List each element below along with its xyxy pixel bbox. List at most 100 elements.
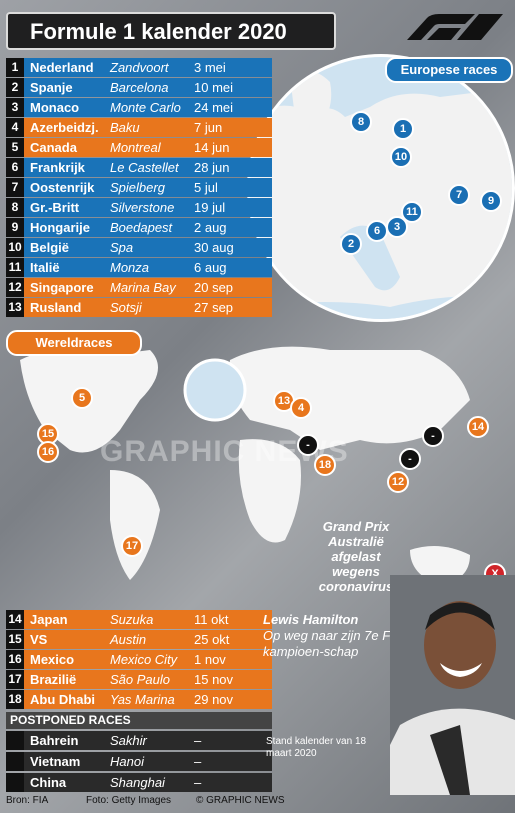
- race-pin-10[interactable]: 10: [390, 146, 412, 168]
- race-pin-9[interactable]: 9: [480, 190, 502, 212]
- europe-races-label: Europese races: [385, 57, 513, 83]
- race-city: Boedapest: [110, 220, 173, 235]
- race-row: 5 Canada Montreal 14 jun: [6, 138, 272, 157]
- race-city: Barcelona: [110, 80, 169, 95]
- title-bar: Formule 1 kalender 2020: [6, 12, 336, 50]
- race-row: 11 Italië Monza 6 aug: [6, 258, 272, 277]
- race-pin-16[interactable]: 16: [37, 441, 59, 463]
- race-pin-1[interactable]: 1: [392, 118, 414, 140]
- race-date: 27 sep: [194, 300, 234, 315]
- race-country: Frankrijk: [30, 160, 85, 175]
- race-city: Suzuka: [110, 612, 154, 627]
- race-pin-6[interactable]: 6: [366, 220, 388, 242]
- race-country: Azerbeidzj.: [30, 120, 99, 135]
- hamilton-name: Lewis Hamilton: [263, 612, 359, 627]
- postponed-pin-china[interactable]: -: [422, 425, 444, 447]
- race-pin-18[interactable]: 18: [314, 454, 336, 476]
- race-date: 14 jun: [194, 140, 230, 155]
- postponed-row: China Shanghai –: [6, 773, 272, 792]
- race-city: Yas Marina: [110, 692, 175, 707]
- race-pin-14[interactable]: 14: [467, 416, 489, 438]
- postponed-row: Bahrein Sakhir –: [6, 731, 272, 750]
- race-row: 17 Brazilië São Paulo 15 nov: [6, 670, 272, 689]
- race-pin-8[interactable]: 8: [350, 111, 372, 133]
- race-country: Oostenrijk: [30, 180, 95, 195]
- race-pin-11[interactable]: 11: [401, 201, 423, 223]
- postponed-pin-vietnam[interactable]: -: [399, 448, 421, 470]
- race-country: Nederland: [30, 60, 94, 75]
- race-country: België: [30, 240, 70, 255]
- europe-map: [247, 54, 515, 322]
- race-date: 2 aug: [194, 220, 227, 235]
- source-credit: Bron: FIA: [6, 795, 49, 806]
- race-date: 30 aug: [194, 240, 234, 255]
- race-city: Monte Carlo: [110, 100, 181, 115]
- race-pin-2[interactable]: 2: [340, 233, 362, 255]
- postponed-heading: POSTPONED RACES: [6, 712, 272, 729]
- postponed-row: Vietnam Hanoi –: [6, 752, 272, 771]
- postponed-pin-bahrein[interactable]: -: [297, 434, 319, 456]
- race-pin-4[interactable]: 4: [290, 397, 312, 419]
- race-number: 6: [6, 158, 24, 177]
- calendar-status-note: Stand kalender van 18 maart 2020: [266, 736, 367, 759]
- race-row: 15 VS Austin 25 okt: [6, 630, 272, 649]
- race-number: 17: [6, 670, 24, 689]
- race-row: 18 Abu Dhabi Yas Marina 29 nov: [6, 690, 272, 709]
- race-pin-5[interactable]: 5: [71, 387, 93, 409]
- race-pin-12[interactable]: 12: [387, 471, 409, 493]
- race-city: Silverstone: [110, 200, 175, 215]
- race-number: 18: [6, 690, 24, 709]
- race-date: 10 mei: [194, 80, 234, 95]
- race-pin-3[interactable]: 3: [386, 216, 408, 238]
- race-date: 1 nov: [194, 652, 226, 667]
- race-number: 14: [6, 610, 24, 629]
- race-number: 3: [6, 98, 24, 117]
- race-row: 13 Rusland Sotsji 27 sep: [6, 298, 272, 317]
- europe-map-shapes: [250, 70, 512, 319]
- race-date: 5 jul: [194, 180, 218, 195]
- race-number: 11: [6, 258, 24, 277]
- race-row: 4 Azerbeidzj. Baku 7 jun: [6, 118, 272, 137]
- race-number: 1: [6, 58, 24, 77]
- race-date: 15 nov: [194, 672, 234, 687]
- race-row: 9 Hongarije Boedapest 2 aug: [6, 218, 272, 237]
- race-country: Italië: [30, 260, 60, 275]
- race-city: Baku: [110, 120, 140, 135]
- australia-cancelled-note: Grand Prix Australië afgelast wegens cor…: [318, 519, 394, 594]
- race-number: 8: [6, 198, 24, 217]
- race-city: Sotsji: [110, 300, 142, 315]
- race-date: 3 mei: [194, 60, 226, 75]
- race-row: 6 Frankrijk Le Castellet 28 jun: [6, 158, 272, 177]
- race-row: 14 Japan Suzuka 11 okt: [6, 610, 272, 629]
- race-date: 25 okt: [194, 632, 230, 647]
- race-number: 10: [6, 238, 24, 257]
- hamilton-photo: [390, 575, 515, 795]
- race-country: Spanje: [30, 80, 73, 95]
- race-number: 5: [6, 138, 24, 157]
- race-number: 7: [6, 178, 24, 197]
- race-city: Zandvoort: [110, 60, 169, 75]
- race-row: 8 Gr.-Britt Silverstone 19 jul: [6, 198, 272, 217]
- race-row: 16 Mexico Mexico City 1 nov: [6, 650, 272, 669]
- race-city: Monza: [110, 260, 150, 275]
- race-city: Marina Bay: [110, 280, 176, 295]
- race-country: Monaco: [30, 100, 80, 115]
- race-country: Mexico: [30, 652, 75, 667]
- race-date: 28 jun: [194, 160, 230, 175]
- page-title: Formule 1 kalender 2020: [30, 19, 287, 44]
- copyright: © GRAPHIC NEWS: [196, 795, 285, 806]
- race-city: Austin: [110, 632, 147, 647]
- race-date: 7 jun: [194, 120, 223, 135]
- race-row: 7 Oostenrijk Spielberg 5 jul: [6, 178, 272, 197]
- race-city: Spielberg: [110, 180, 165, 195]
- race-number: 16: [6, 650, 24, 669]
- race-country: Gr.-Britt: [30, 200, 80, 215]
- photo-credit: Foto: Getty Images: [86, 795, 172, 806]
- race-number: 12: [6, 278, 24, 297]
- race-number: 15: [6, 630, 24, 649]
- race-date: 11 okt: [194, 612, 229, 627]
- race-pin-7[interactable]: 7: [448, 184, 470, 206]
- race-pin-17[interactable]: 17: [121, 535, 143, 557]
- race-row: 12 Singapore Marina Bay 20 sep: [6, 278, 272, 297]
- race-city: Le Castellet: [110, 160, 179, 175]
